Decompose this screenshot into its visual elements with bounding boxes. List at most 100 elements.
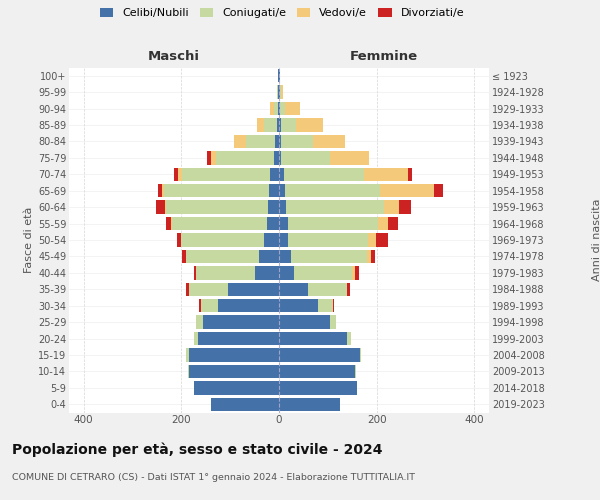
Bar: [203, 316, 279, 329]
Bar: [211, 398, 279, 411]
Bar: [279, 250, 291, 263]
Text: COMUNE DI CETRARO (CS) - Dati ISTAT 1° gennaio 2024 - Elaborazione TUTTITALIA.IT: COMUNE DI CETRARO (CS) - Dati ISTAT 1° g…: [12, 472, 415, 482]
Bar: [269, 184, 279, 198]
Text: Maschi: Maschi: [148, 50, 200, 62]
Bar: [233, 134, 246, 148]
Bar: [279, 200, 286, 214]
Bar: [333, 299, 334, 312]
Bar: [279, 381, 357, 394]
Y-axis label: Fasce di età: Fasce di età: [23, 207, 34, 273]
Bar: [270, 102, 274, 116]
Bar: [254, 266, 279, 280]
Bar: [279, 151, 281, 164]
Bar: [347, 332, 351, 345]
Bar: [330, 316, 336, 329]
Text: Femmine: Femmine: [350, 50, 418, 62]
Bar: [194, 266, 196, 280]
Bar: [274, 151, 279, 164]
Bar: [359, 348, 361, 362]
Bar: [368, 234, 376, 246]
Bar: [156, 200, 165, 214]
Bar: [281, 118, 296, 132]
Bar: [207, 151, 211, 164]
Bar: [257, 118, 265, 132]
Bar: [291, 250, 367, 263]
Bar: [280, 86, 281, 99]
Bar: [267, 217, 279, 230]
Bar: [286, 200, 384, 214]
Bar: [279, 217, 288, 230]
Bar: [188, 364, 279, 378]
Bar: [211, 151, 215, 164]
Bar: [279, 118, 281, 132]
Bar: [268, 200, 279, 214]
Bar: [281, 151, 330, 164]
Legend: Celibi/Nubili, Coniugati/e, Vedovi/e, Divorziati/e: Celibi/Nubili, Coniugati/e, Vedovi/e, Di…: [95, 4, 469, 23]
Bar: [279, 69, 280, 82]
Bar: [186, 282, 188, 296]
Bar: [199, 299, 201, 312]
Bar: [376, 234, 388, 246]
Bar: [434, 184, 443, 198]
Bar: [279, 364, 355, 378]
Bar: [172, 217, 267, 230]
Bar: [409, 168, 412, 181]
Bar: [166, 217, 170, 230]
Bar: [318, 299, 333, 312]
Bar: [275, 134, 279, 148]
Bar: [165, 200, 166, 214]
Bar: [355, 266, 359, 280]
Bar: [181, 234, 265, 246]
Bar: [265, 234, 279, 246]
Bar: [296, 118, 323, 132]
Bar: [188, 282, 228, 296]
Bar: [215, 151, 274, 164]
Bar: [175, 168, 178, 181]
Bar: [279, 348, 359, 362]
Bar: [196, 316, 203, 329]
Bar: [352, 266, 355, 280]
Bar: [186, 250, 259, 263]
Bar: [259, 250, 279, 263]
Bar: [265, 118, 277, 132]
Bar: [378, 217, 388, 230]
Bar: [199, 332, 279, 345]
Bar: [355, 364, 356, 378]
Bar: [279, 134, 281, 148]
Bar: [284, 168, 364, 181]
Bar: [277, 118, 279, 132]
Bar: [279, 332, 347, 345]
Bar: [164, 184, 269, 198]
Bar: [170, 217, 172, 230]
Bar: [380, 184, 434, 198]
Bar: [279, 168, 284, 181]
Bar: [162, 184, 164, 198]
Bar: [158, 184, 162, 198]
Bar: [371, 250, 375, 263]
Bar: [288, 217, 378, 230]
Bar: [279, 316, 330, 329]
Bar: [186, 348, 188, 362]
Bar: [279, 266, 293, 280]
Bar: [308, 282, 347, 296]
Bar: [398, 200, 411, 214]
Bar: [182, 168, 270, 181]
Bar: [281, 134, 313, 148]
Bar: [279, 282, 308, 296]
Text: Popolazione per età, sesso e stato civile - 2024: Popolazione per età, sesso e stato civil…: [12, 442, 383, 457]
Bar: [278, 86, 279, 99]
Bar: [281, 86, 283, 99]
Bar: [279, 102, 280, 116]
Bar: [166, 200, 268, 214]
Bar: [228, 282, 279, 296]
Bar: [347, 282, 350, 296]
Bar: [279, 398, 340, 411]
Bar: [279, 184, 285, 198]
Bar: [388, 217, 398, 230]
Bar: [367, 250, 371, 263]
Bar: [182, 250, 186, 263]
Bar: [194, 381, 279, 394]
Bar: [280, 102, 286, 116]
Bar: [330, 151, 370, 164]
Bar: [218, 299, 279, 312]
